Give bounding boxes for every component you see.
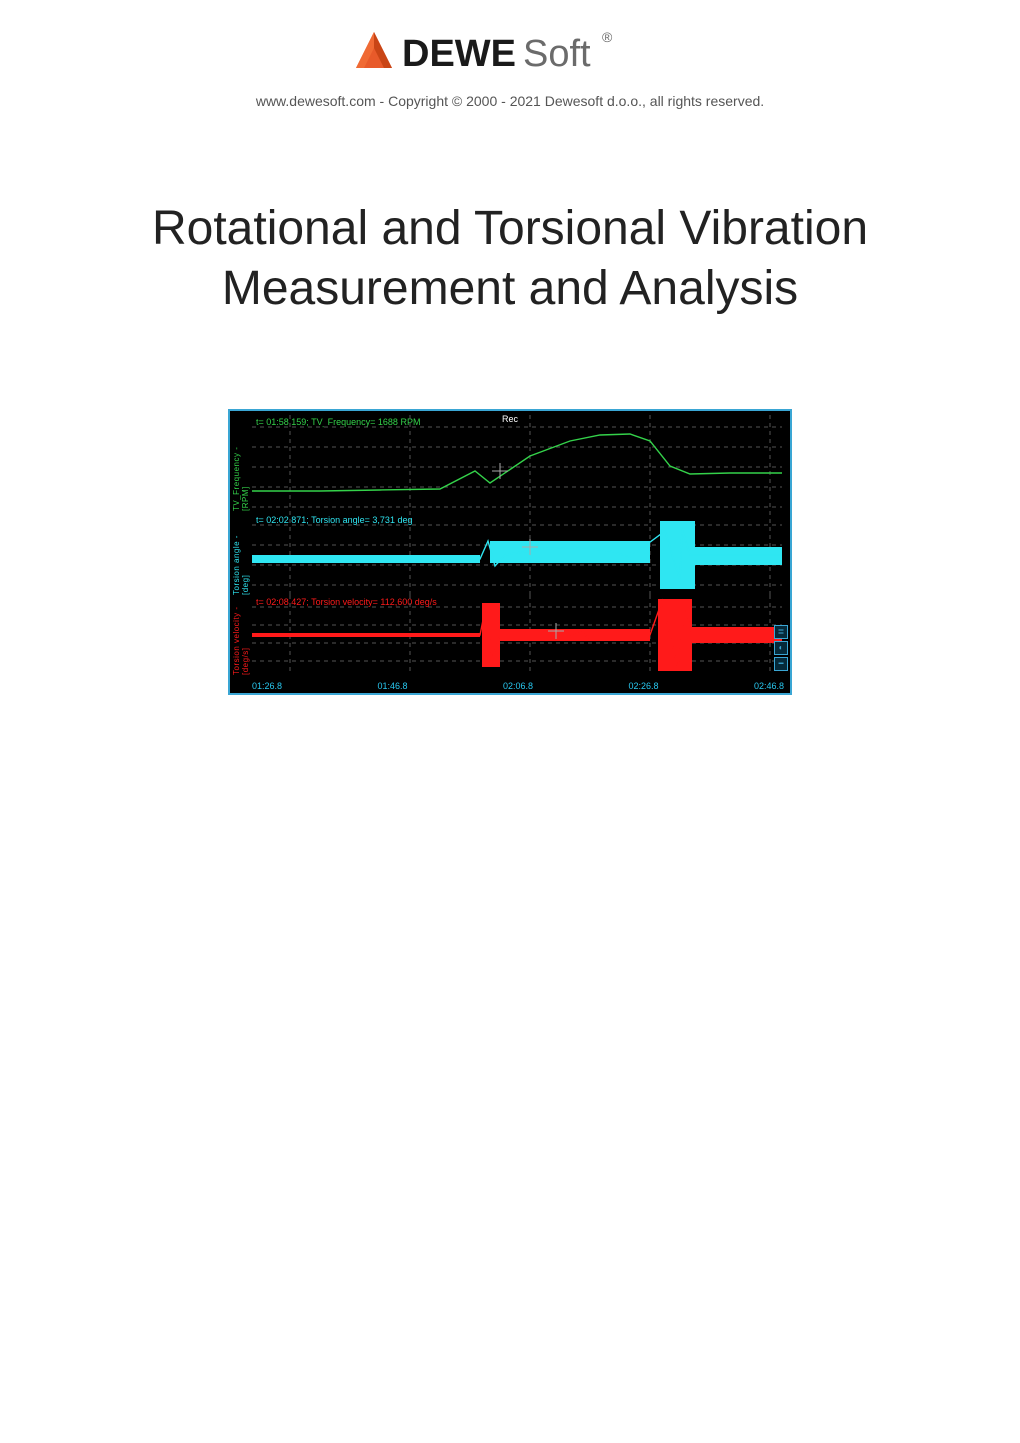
x-tick: 02:26.8 (628, 681, 658, 691)
title-line-1: Rotational and Torsional Vibration (152, 202, 868, 255)
panel-frequency: TV_Frequency - [RPM] t= 01:58.159; TV_Fr… (230, 411, 790, 511)
x-tick: 02:46.8 (754, 681, 784, 691)
x-tick: 02:06.8 (503, 681, 533, 691)
x-tick: 01:26.8 (252, 681, 282, 691)
logo: DEWE Soft ® (340, 26, 680, 85)
copyright-text: www.dewesoft.com - Copyright © 2000 - 20… (0, 93, 1020, 109)
title-line-2: Measurement and Analysis (222, 262, 798, 315)
panel-velocity: Torsion velocity - [deg/s] t= 02:08.427;… (230, 595, 790, 675)
trace-frequency (252, 434, 782, 491)
side-icon[interactable]: ━ (774, 657, 788, 671)
logo-text-suffix: Soft (523, 33, 591, 75)
x-tick: 01:46.8 (377, 681, 407, 691)
side-icon[interactable]: ≣ (774, 625, 788, 639)
logo-triangle-icon (356, 32, 392, 68)
chart-container: Rec TV_Frequency - [RPM] t= 01:58.159; T… (228, 409, 792, 695)
trace-velocity (252, 601, 782, 669)
page-title: Rotational and Torsional Vibration Measu… (0, 199, 1020, 319)
logo-text-prefix: DEWE (402, 33, 516, 75)
panel-angle: Torsion angle - [deg] t= 02:02.871; Tors… (230, 511, 790, 595)
x-axis-ticks: 01:26.8 01:46.8 02:06.8 02:26.8 02:46.8 (252, 681, 784, 691)
side-icon[interactable]: ◐ (774, 641, 788, 655)
chart: Rec TV_Frequency - [RPM] t= 01:58.159; T… (230, 411, 790, 693)
dewesoft-logo-svg: DEWE Soft ® (340, 26, 680, 80)
logo-registered: ® (602, 29, 613, 45)
side-tool-icons: ≣ ◐ ━ (774, 623, 788, 671)
header: DEWE Soft ® www.dewesoft.com - Copyright… (0, 0, 1020, 109)
page: DEWE Soft ® www.dewesoft.com - Copyright… (0, 0, 1020, 1443)
grid-frequency (252, 415, 782, 511)
